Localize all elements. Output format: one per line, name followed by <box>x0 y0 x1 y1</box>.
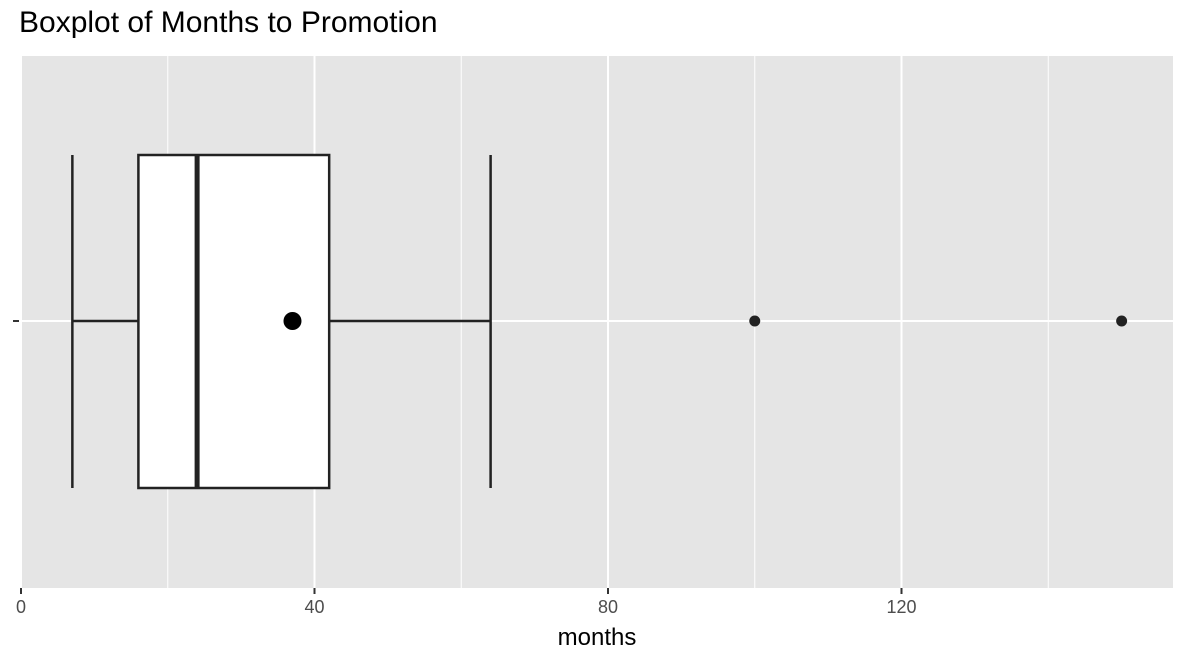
x-tick-label: 40 <box>304 597 324 617</box>
x-tick-label: 80 <box>598 597 618 617</box>
x-tick-label: 0 <box>16 597 26 617</box>
box-group <box>71 153 492 490</box>
outlier-point <box>1116 315 1128 327</box>
x-tick-label: 120 <box>886 597 916 617</box>
mean-point <box>283 312 302 330</box>
outlier-point <box>749 315 761 327</box>
chart-title: Boxplot of Months to Promotion <box>19 6 438 39</box>
outlier-points <box>749 315 1128 327</box>
x-axis-ticks: 0 40 80 120 <box>16 588 917 617</box>
x-axis-title: months <box>558 624 637 651</box>
